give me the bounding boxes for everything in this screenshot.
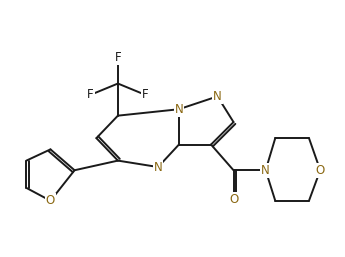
Text: N: N xyxy=(175,103,183,116)
Text: F: F xyxy=(115,51,121,64)
Text: O: O xyxy=(229,193,238,206)
Text: F: F xyxy=(142,88,148,101)
Text: N: N xyxy=(261,164,270,177)
Text: N: N xyxy=(213,90,222,103)
Text: O: O xyxy=(316,164,325,177)
Text: F: F xyxy=(87,88,94,101)
Text: N: N xyxy=(154,161,162,173)
Text: O: O xyxy=(46,194,55,207)
